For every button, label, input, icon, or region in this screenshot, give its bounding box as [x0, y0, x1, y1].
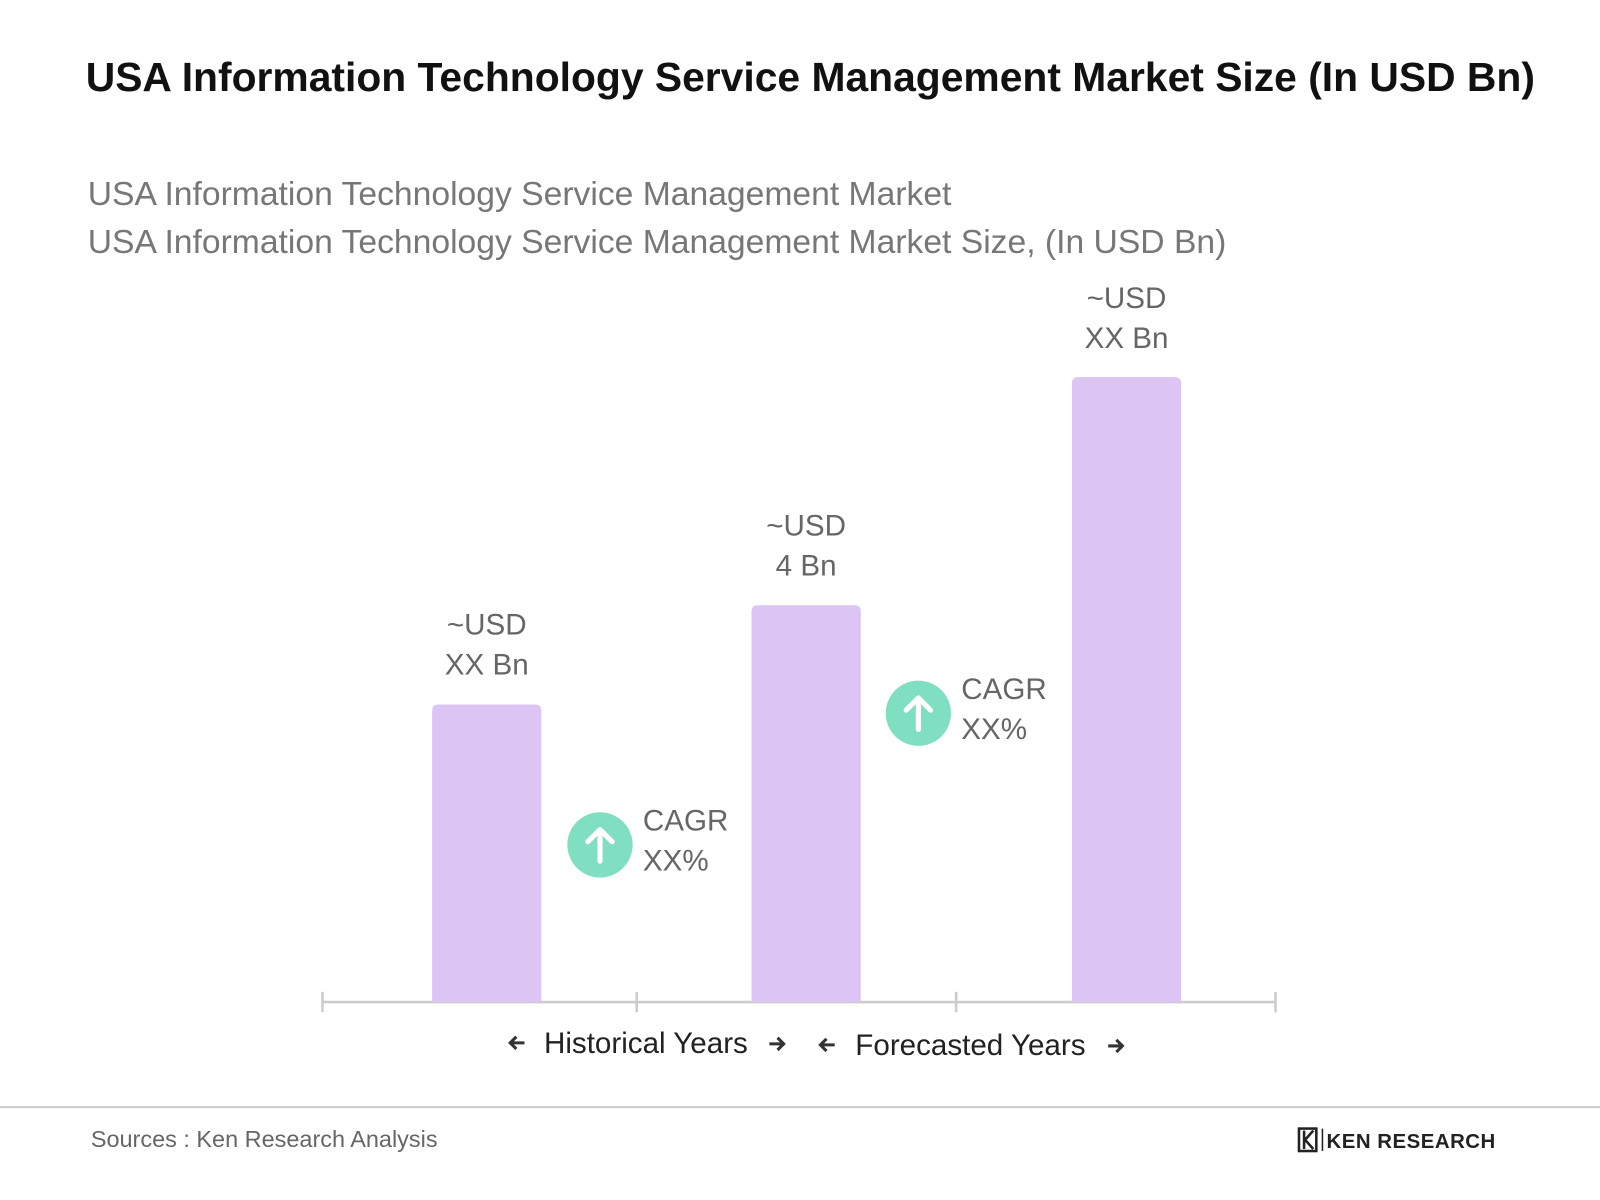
subtitle: USA Information Technology Service Manag… [88, 224, 1227, 261]
cagr-arrow [585, 827, 615, 864]
bar [432, 704, 542, 1003]
title-box: USA Information Technology Service Manag… [85, 55, 1535, 100]
logo-icon [1297, 1127, 1318, 1153]
cagr-label-box: CAGR XX% [642, 805, 729, 878]
bar [1071, 377, 1182, 1003]
value-label: ~USD XX Bn [1084, 282, 1169, 355]
cagr-label: CAGR XX% [642, 805, 729, 878]
source: Sources : Ken Research Analysis [91, 1126, 438, 1152]
bar [751, 605, 861, 1003]
cagr-label-box: CAGR XX% [961, 673, 1047, 746]
value-label: ~USD XX Bn [444, 609, 529, 683]
chart-title: USA Information Technology Service Manag… [85, 55, 1535, 100]
arrow-right [1108, 1038, 1125, 1054]
value-label-box: ~USD XX Bn [444, 609, 529, 683]
value-label-box: ~USD 4 Bn [766, 510, 846, 583]
logo: KEN RESEARCH [1297, 1127, 1496, 1153]
value-label: ~USD 4 Bn [766, 510, 846, 583]
cagr-label: CAGR XX% [961, 673, 1047, 746]
subtitle: USA Information Technology Service Manag… [88, 176, 952, 213]
arrow-right [769, 1036, 786, 1052]
logo-icon [1302, 1129, 1315, 1150]
x-group-label: Historical Years [544, 1027, 748, 1060]
x-group-label: Forecasted Years [855, 1029, 1085, 1062]
arrow-left [508, 1035, 525, 1051]
arrows [508, 1035, 1125, 1054]
value-label-box: ~USD XX Bn [1084, 282, 1169, 355]
logo-text: KEN RESEARCH [1327, 1131, 1496, 1153]
arrow-left [818, 1037, 835, 1053]
cagr-arrow [903, 695, 934, 733]
